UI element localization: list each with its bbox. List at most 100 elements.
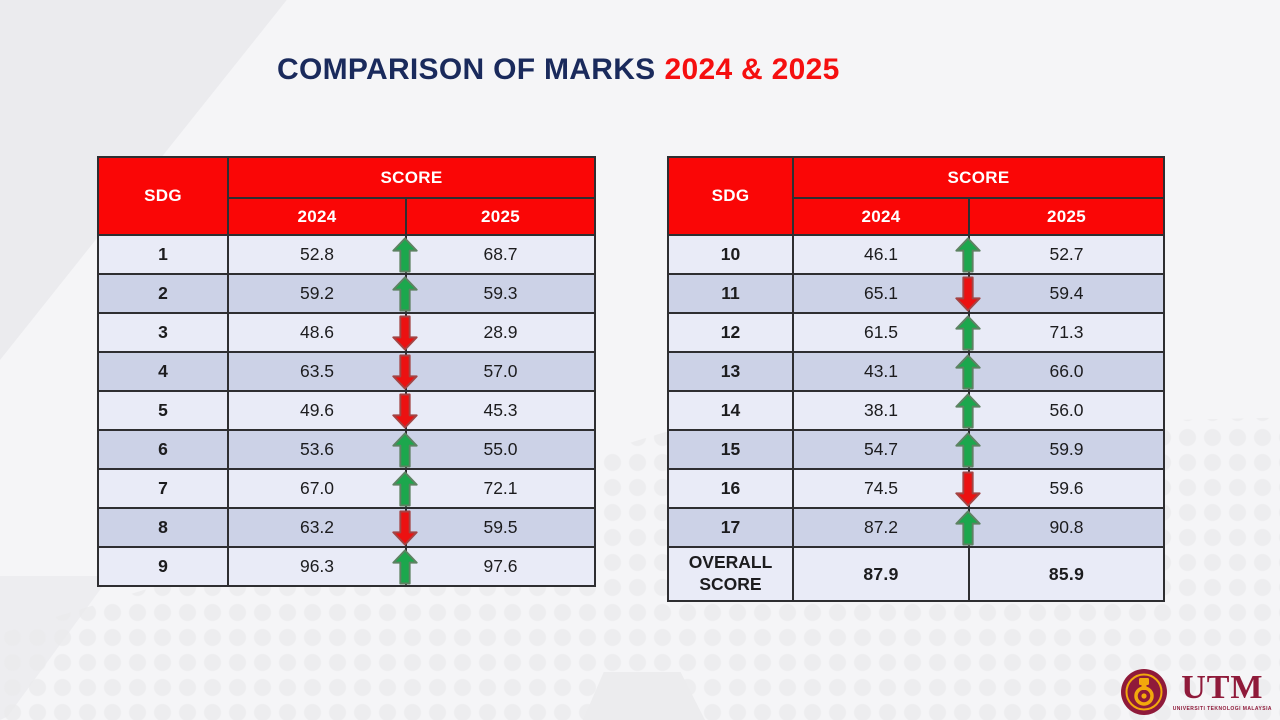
sdg-cell: 11 xyxy=(667,273,794,314)
score-2025-cell: 57.0 xyxy=(405,351,596,392)
down-arrow-icon xyxy=(392,510,418,545)
sdg-cell: 7 xyxy=(97,468,229,509)
down-arrow-icon xyxy=(392,354,418,389)
table-row: 2 59.2 59.3 xyxy=(97,273,596,314)
up-arrow-icon xyxy=(955,432,981,467)
score-2024-cell: 74.5 xyxy=(792,468,981,509)
title-years-text: 2024 & 2025 xyxy=(664,53,840,86)
sdg-column-header: SDG xyxy=(97,156,229,236)
up-arrow-icon xyxy=(955,237,981,272)
score-2025-cell: 71.3 xyxy=(968,312,1165,353)
table-row: 15 54.7 59.9 xyxy=(667,429,1165,470)
sdg-cell: 3 xyxy=(97,312,229,353)
sdg-cell: 6 xyxy=(97,429,229,470)
sdg-cell: 16 xyxy=(667,468,794,509)
score-2025-cell: 52.7 xyxy=(968,234,1165,275)
year-2024-header: 2024 xyxy=(227,197,407,236)
score-2025-cell: 59.9 xyxy=(968,429,1165,470)
utm-logo: UTM UNIVERSITI TEKNOLOGI MALAYSIA xyxy=(1120,668,1272,716)
score-2025-cell: 97.6 xyxy=(405,546,596,587)
down-arrow-icon xyxy=(392,315,418,350)
year-2025-header: 2025 xyxy=(405,197,596,236)
up-arrow-icon xyxy=(392,276,418,311)
overall-score-2025: 85.9 xyxy=(968,546,1165,602)
background-trapezoid-shape xyxy=(583,672,705,720)
score-2025-cell: 66.0 xyxy=(968,351,1165,392)
sdg-cell: 14 xyxy=(667,390,794,431)
up-arrow-icon xyxy=(392,432,418,467)
score-2024-cell: 48.6 xyxy=(227,312,418,353)
table-row: 12 61.5 71.3 xyxy=(667,312,1165,353)
down-arrow-icon xyxy=(955,471,981,506)
table-subheader-row: 2024 2025 xyxy=(98,197,596,236)
sdg-cell: 12 xyxy=(667,312,794,353)
utm-emblem-icon xyxy=(1120,669,1167,715)
overall-score-row: OVERALL SCORE 87.9 85.9 xyxy=(667,546,1165,602)
sdg-cell: 1 xyxy=(97,234,229,275)
table-row: 6 53.6 55.0 xyxy=(97,429,596,470)
score-2024-cell: 63.2 xyxy=(227,507,418,548)
score-2025-cell: 72.1 xyxy=(405,468,596,509)
year-2025-header: 2025 xyxy=(968,197,1165,236)
up-arrow-icon xyxy=(392,237,418,272)
up-arrow-icon xyxy=(392,549,418,584)
score-2024-cell: 67.0 xyxy=(227,468,418,509)
down-arrow-icon xyxy=(955,276,981,311)
up-arrow-icon xyxy=(955,315,981,350)
table-header-row: SDG SCORE xyxy=(667,156,1165,236)
score-2024-cell: 54.7 xyxy=(792,429,981,470)
table-row: 14 38.1 56.0 xyxy=(667,390,1165,431)
up-arrow-icon xyxy=(955,510,981,545)
title-main-text: COMPARISON OF MARKS xyxy=(277,53,656,86)
utm-logo-acronym: UTM xyxy=(1181,669,1264,707)
score-2025-cell: 59.3 xyxy=(405,273,596,314)
score-2024-cell: 59.2 xyxy=(227,273,418,314)
table-row: 1 52.8 68.7 xyxy=(97,234,596,275)
score-column-header: SCORE xyxy=(792,156,1165,199)
sdg-cell: 15 xyxy=(667,429,794,470)
score-2024-cell: 52.8 xyxy=(227,234,418,275)
page-title: COMPARISON OF MARKS 2024 & 2025 xyxy=(277,53,840,87)
table-row: 13 43.1 66.0 xyxy=(667,351,1165,392)
sdg-cell: 10 xyxy=(667,234,794,275)
sdg-cell: 8 xyxy=(97,507,229,548)
year-2024-header: 2024 xyxy=(792,197,970,236)
table-header-row: SDG SCORE xyxy=(97,156,596,236)
table-row: 10 46.1 52.7 xyxy=(667,234,1165,275)
table-row: 9 96.3 97.6 xyxy=(97,546,596,587)
sdg-cell: 2 xyxy=(97,273,229,314)
score-2024-cell: 65.1 xyxy=(792,273,981,314)
score-2024-cell: 46.1 xyxy=(792,234,981,275)
score-2024-cell: 43.1 xyxy=(792,351,981,392)
table-row: 8 63.2 59.5 xyxy=(97,507,596,548)
down-arrow-icon xyxy=(392,393,418,428)
score-2024-cell: 96.3 xyxy=(227,546,418,587)
table-subheader-row: 2024 2025 xyxy=(668,197,1165,236)
score-2025-cell: 59.4 xyxy=(968,273,1165,314)
score-table-sdg-10-17: SDG SCORE 2024 2025 10 46.1 52.7 11 65.1… xyxy=(667,156,1165,602)
up-arrow-icon xyxy=(955,393,981,428)
sdg-cell: 4 xyxy=(97,351,229,392)
up-arrow-icon xyxy=(392,471,418,506)
table-row: 16 74.5 59.6 xyxy=(667,468,1165,509)
score-table-sdg-1-9: SDG SCORE 2024 2025 1 52.8 68.7 2 59.2 5… xyxy=(97,156,596,587)
score-2025-cell: 90.8 xyxy=(968,507,1165,548)
score-2024-cell: 53.6 xyxy=(227,429,418,470)
table-row: 4 63.5 57.0 xyxy=(97,351,596,392)
up-arrow-icon xyxy=(955,354,981,389)
score-2025-cell: 56.0 xyxy=(968,390,1165,431)
sdg-cell: 17 xyxy=(667,507,794,548)
score-2025-cell: 55.0 xyxy=(405,429,596,470)
table-row: 3 48.6 28.9 xyxy=(97,312,596,353)
score-2025-cell: 59.6 xyxy=(968,468,1165,509)
score-2025-cell: 59.5 xyxy=(405,507,596,548)
score-2024-cell: 61.5 xyxy=(792,312,981,353)
sdg-cell: 5 xyxy=(97,390,229,431)
score-2025-cell: 28.9 xyxy=(405,312,596,353)
score-column-header: SCORE xyxy=(227,156,596,199)
table-row: 11 65.1 59.4 xyxy=(667,273,1165,314)
sdg-cell: 9 xyxy=(97,546,229,587)
score-2024-cell: 87.2 xyxy=(792,507,981,548)
table-row: 5 49.6 45.3 xyxy=(97,390,596,431)
score-2024-cell: 49.6 xyxy=(227,390,418,431)
